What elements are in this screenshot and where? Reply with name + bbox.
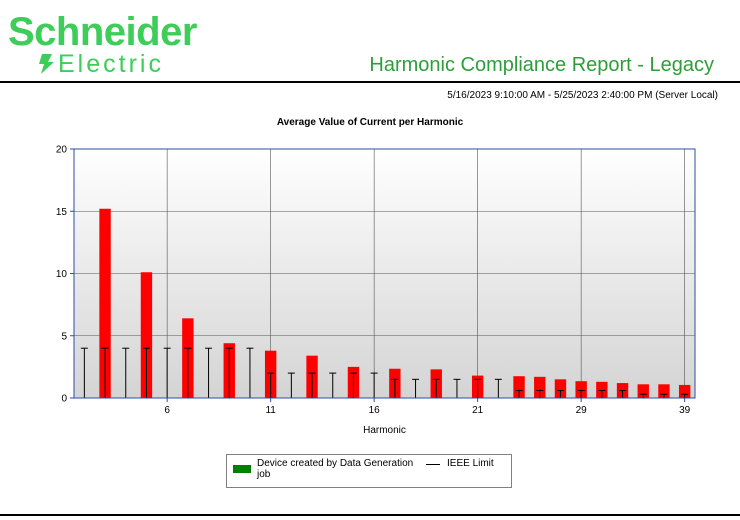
schneider-electric-logo: Schneider Electric — [8, 12, 208, 82]
bar-harmonic-23 — [513, 376, 525, 398]
bar-harmonic-31 — [596, 381, 608, 398]
bar-harmonic-29 — [575, 381, 587, 398]
bar-harmonic-37 — [658, 384, 670, 398]
x-tick-label: 6 — [164, 405, 170, 416]
legend-swatch-device — [233, 465, 251, 473]
x-tick-label: 29 — [576, 405, 588, 416]
bar-harmonic-35 — [637, 384, 649, 398]
legend-swatch-limit — [426, 464, 440, 465]
chart-legend: Device created by Data Generation job IE… — [226, 454, 512, 488]
legend-label-device: Device created by Data Generation job — [257, 458, 414, 480]
x-tick-label: 11 — [265, 405, 276, 416]
bar-harmonic-3 — [99, 208, 111, 398]
y-tick-label: 20 — [56, 145, 68, 156]
logo-wordmark-bottom: Electric — [58, 50, 164, 78]
bar-harmonic-27 — [554, 379, 567, 398]
footer-divider — [0, 514, 740, 516]
y-tick-label: 0 — [61, 394, 67, 405]
y-tick-label: 15 — [56, 207, 68, 218]
plot-frame — [73, 148, 696, 399]
x-tick-label: 16 — [369, 405, 381, 416]
bar-harmonic-39 — [678, 384, 691, 398]
header-divider — [0, 81, 740, 83]
report-title: Harmonic Compliance Report - Legacy — [369, 54, 714, 76]
bar-harmonic-5 — [140, 272, 153, 398]
legend-label-limit: IEEE Limit — [447, 458, 494, 469]
x-tick-label: 39 — [679, 405, 691, 416]
logo-wordmark-top: Schneider — [8, 10, 197, 54]
y-tick-label: 10 — [56, 269, 68, 280]
date-range: 5/16/2023 9:10:00 AM - 5/25/2023 2:40:00… — [447, 90, 718, 101]
x-axis-label: Harmonic — [363, 425, 406, 436]
y-tick-label: 5 — [61, 331, 67, 342]
chart-title: Average Value of Current per Harmonic — [276, 117, 464, 128]
bar-harmonic-25 — [534, 376, 546, 398]
x-tick-label: 21 — [472, 405, 484, 416]
logo-mark-icon — [39, 54, 54, 74]
